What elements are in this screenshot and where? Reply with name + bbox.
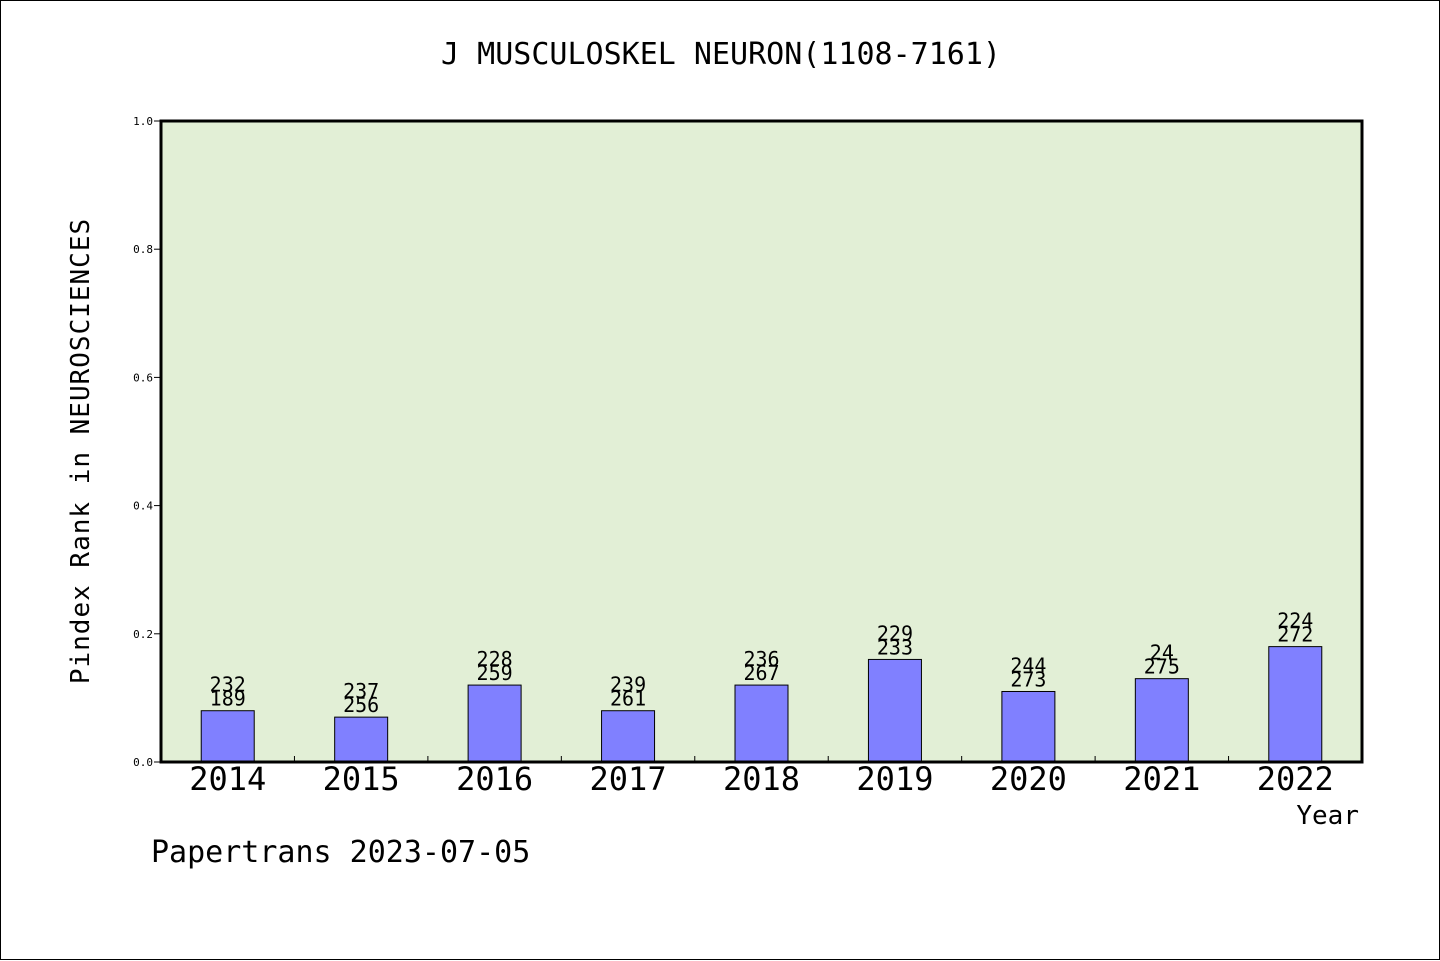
x-tick-label: 2019 [856, 760, 933, 798]
footer-credit: Papertrans 2023-07-05 [151, 835, 531, 870]
y-tick-label: 0.2 [133, 628, 153, 641]
x-tick-label: 2016 [456, 760, 533, 798]
bar [1268, 646, 1323, 763]
bar [334, 716, 389, 763]
x-tick-label: 2015 [323, 760, 400, 798]
x-tick-label: 2014 [189, 760, 266, 798]
y-tick-label: 0.8 [133, 243, 153, 256]
bar [200, 710, 255, 763]
x-tick-label: 2020 [990, 760, 1067, 798]
x-tick-label: 2018 [723, 760, 800, 798]
bar-label-bottom: 275 [1144, 655, 1180, 679]
plot-frame [159, 119, 1364, 764]
y-axis-label: Pindex Rank in NEUROSCIENCES [66, 217, 96, 685]
x-tick-label: 2021 [1123, 760, 1200, 798]
x-axis-label: Year [1296, 801, 1359, 831]
bar-label-top: 239 [610, 673, 646, 697]
bar-label-top: 237 [343, 679, 379, 703]
y-tick-label: 0.0 [133, 756, 153, 769]
bar [601, 710, 656, 763]
x-tick-label: 2022 [1257, 760, 1334, 798]
bar-label-bottom: 273 [1010, 667, 1046, 691]
bar-label-bottom: 233 [877, 635, 913, 659]
bar-label-top: 24 [1150, 641, 1174, 665]
bar [867, 658, 922, 763]
y-axis: 0.0 0.2 0.4 0.6 0.8 1.0 [133, 115, 161, 769]
x-tick-label: 2017 [590, 760, 667, 798]
plot-area [161, 121, 1362, 762]
bar [1001, 690, 1056, 763]
bar [734, 684, 789, 763]
bar-label-top: 232 [210, 673, 246, 697]
bar-label-bottom: 259 [477, 661, 513, 685]
y-tick-label: 0.4 [133, 500, 153, 513]
bar-label-top: 229 [877, 621, 913, 645]
bar-label-top: 228 [477, 647, 513, 671]
bar-label-top: 236 [743, 647, 779, 671]
bar [467, 684, 522, 763]
chart-title: J MUSCULOSKEL NEURON(1108-7161) [441, 37, 1001, 72]
bar-label-top: 244 [1010, 653, 1046, 677]
bar-label-bottom: 272 [1277, 623, 1313, 647]
bar-label-bottom: 189 [210, 687, 246, 711]
bar-label-bottom: 256 [343, 693, 379, 717]
y-tick-label: 1.0 [133, 115, 153, 128]
y-tick-label: 0.6 [133, 371, 153, 384]
bar [1134, 678, 1189, 763]
bar-label-bottom: 267 [743, 661, 779, 685]
bar-label-bottom: 261 [610, 687, 646, 711]
x-axis: 2014 2015 2016 2017 2018 2019 2020 2021 2022 [189, 756, 1334, 798]
bars [200, 646, 1323, 763]
bar-label-top: 224 [1277, 609, 1313, 633]
